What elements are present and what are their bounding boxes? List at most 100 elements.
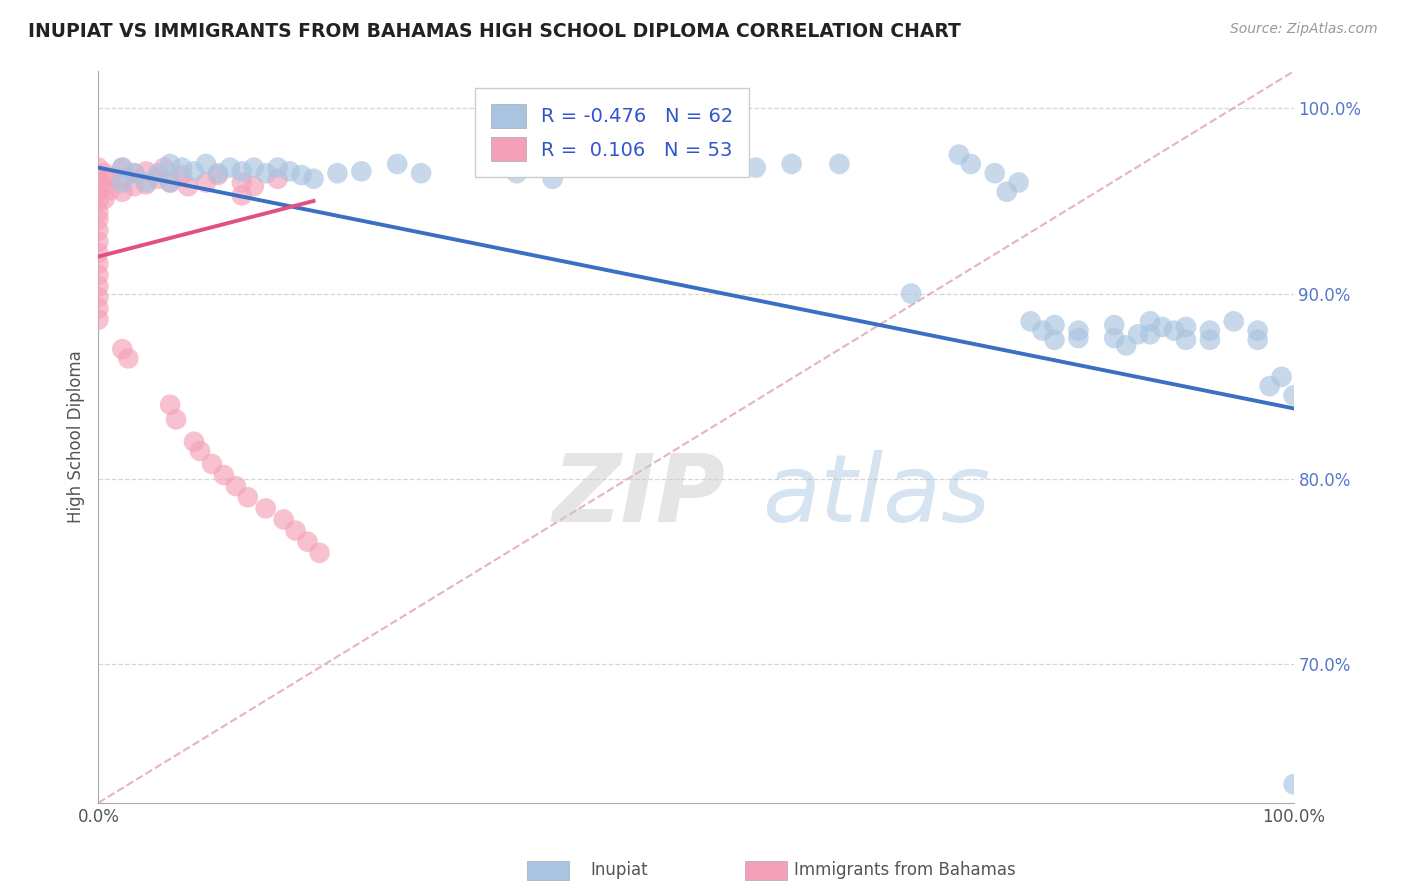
- Point: [87, 290, 110, 304]
- Point: [350, 164, 373, 178]
- Point: [87, 268, 110, 282]
- Text: ZIP: ZIP: [553, 450, 725, 541]
- Point: [172, 168, 194, 182]
- Point: [1007, 176, 1029, 190]
- Point: [87, 194, 110, 208]
- Point: [1258, 379, 1281, 393]
- Point: [135, 176, 157, 190]
- Point: [153, 161, 176, 175]
- Point: [1282, 777, 1305, 791]
- Point: [506, 166, 529, 180]
- Point: [254, 501, 277, 516]
- Point: [231, 164, 253, 178]
- Point: [1246, 333, 1268, 347]
- Point: [290, 168, 312, 182]
- Point: [124, 166, 146, 180]
- Point: [302, 171, 325, 186]
- Point: [159, 157, 181, 171]
- Point: [1198, 324, 1220, 338]
- Point: [1067, 324, 1090, 338]
- Point: [87, 235, 110, 249]
- Point: [1032, 324, 1054, 338]
- Point: [188, 444, 211, 458]
- Point: [111, 161, 134, 175]
- Point: [1102, 318, 1125, 332]
- Point: [98, 183, 122, 197]
- Point: [87, 171, 110, 186]
- Point: [87, 161, 110, 175]
- Text: Immigrants from Bahamas: Immigrants from Bahamas: [794, 861, 1017, 879]
- Point: [87, 205, 110, 219]
- Point: [948, 147, 970, 161]
- Point: [165, 412, 187, 426]
- Point: [709, 147, 731, 161]
- Point: [231, 188, 253, 202]
- Point: [111, 342, 134, 356]
- Point: [1128, 327, 1150, 342]
- Point: [1102, 331, 1125, 345]
- Point: [124, 179, 146, 194]
- Point: [273, 512, 295, 526]
- Point: [308, 546, 330, 560]
- Point: [124, 166, 146, 180]
- Point: [983, 166, 1005, 180]
- Text: INUPIAT VS IMMIGRANTS FROM BAHAMAS HIGH SCHOOL DIPLOMA CORRELATION CHART: INUPIAT VS IMMIGRANTS FROM BAHAMAS HIGH …: [28, 22, 960, 41]
- Point: [177, 179, 200, 194]
- Point: [1139, 314, 1161, 328]
- Point: [148, 171, 170, 186]
- Point: [1019, 314, 1042, 328]
- Point: [1163, 324, 1185, 338]
- Point: [87, 185, 110, 199]
- Point: [1175, 319, 1198, 334]
- Point: [828, 157, 851, 171]
- Point: [117, 351, 139, 366]
- Point: [1043, 318, 1066, 332]
- Point: [1150, 319, 1173, 334]
- Point: [87, 257, 110, 271]
- Point: [183, 434, 205, 449]
- Point: [243, 179, 266, 194]
- Point: [995, 185, 1018, 199]
- Point: [172, 161, 194, 175]
- Point: [135, 164, 157, 178]
- Point: [212, 468, 235, 483]
- Point: [93, 192, 115, 206]
- Point: [87, 279, 110, 293]
- Point: [267, 161, 290, 175]
- Point: [1246, 324, 1268, 338]
- Point: [207, 168, 229, 182]
- Point: [278, 164, 301, 178]
- Point: [111, 161, 134, 175]
- Point: [1282, 388, 1305, 402]
- Point: [159, 176, 181, 190]
- Text: Source: ZipAtlas.com: Source: ZipAtlas.com: [1230, 22, 1378, 37]
- Point: [1271, 370, 1294, 384]
- Point: [254, 166, 277, 180]
- Point: [385, 157, 409, 171]
- Point: [183, 164, 205, 178]
- Point: [87, 245, 110, 260]
- Text: atlas: atlas: [762, 450, 990, 541]
- Point: [87, 312, 110, 326]
- Point: [745, 161, 768, 175]
- Point: [267, 171, 290, 186]
- Point: [284, 524, 307, 538]
- Point: [297, 534, 319, 549]
- Point: [1175, 333, 1198, 347]
- Point: [87, 212, 110, 227]
- Point: [201, 457, 224, 471]
- Point: [111, 185, 134, 199]
- Point: [219, 161, 242, 175]
- Point: [225, 479, 247, 493]
- Point: [111, 176, 134, 190]
- Point: [411, 166, 433, 180]
- Point: [589, 157, 612, 171]
- Point: [236, 490, 259, 504]
- Point: [1067, 331, 1090, 345]
- Point: [1139, 327, 1161, 342]
- Point: [1115, 338, 1137, 352]
- Point: [1222, 314, 1246, 328]
- Point: [87, 301, 110, 316]
- Point: [207, 166, 229, 180]
- Point: [959, 157, 981, 171]
